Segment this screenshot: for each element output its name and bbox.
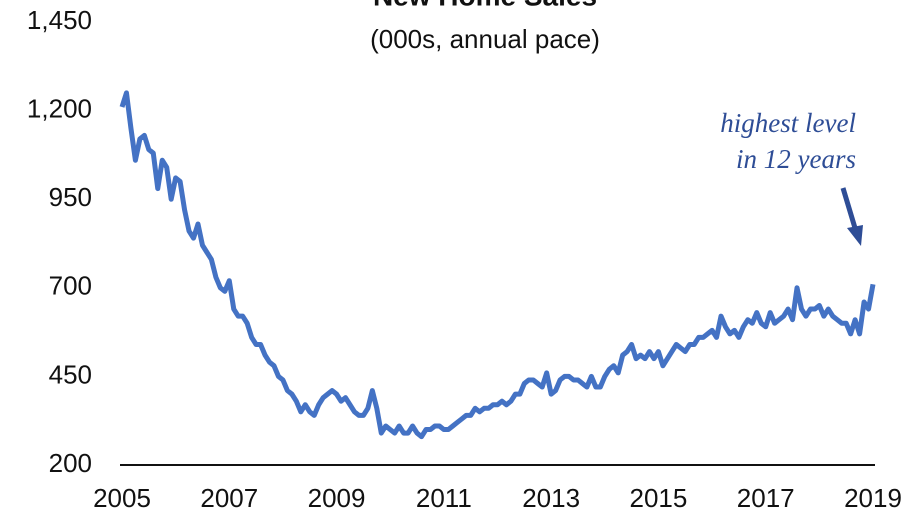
annotation-arrow xyxy=(840,187,858,229)
data-line xyxy=(119,90,876,440)
y-tick-label: 200 xyxy=(49,448,92,478)
y-tick-label: 450 xyxy=(49,359,92,389)
y-tick-label: 1,450 xyxy=(27,5,92,35)
x-tick-label: 2007 xyxy=(200,483,258,513)
x-tick-label: 2017 xyxy=(737,483,795,513)
annotation: highest level xyxy=(720,108,856,138)
annotation: in 12 years xyxy=(736,144,856,174)
y-tick-label: 950 xyxy=(49,182,92,212)
chart-subtitle: (000s, annual pace) xyxy=(370,24,600,54)
x-tick-label: 2005 xyxy=(93,483,151,513)
y-tick-label: 1,200 xyxy=(27,93,92,123)
x-tick-label: 2015 xyxy=(630,483,688,513)
x-tick-label: 2009 xyxy=(308,483,366,513)
annotation-arrowhead xyxy=(847,225,863,246)
chart-title: New Home Sales xyxy=(373,0,597,11)
y-tick-label: 700 xyxy=(49,271,92,301)
x-tick-label: 2011 xyxy=(416,483,472,513)
x-tick-label: 2019 xyxy=(844,483,902,513)
x-tick-label: 2013 xyxy=(522,483,580,513)
